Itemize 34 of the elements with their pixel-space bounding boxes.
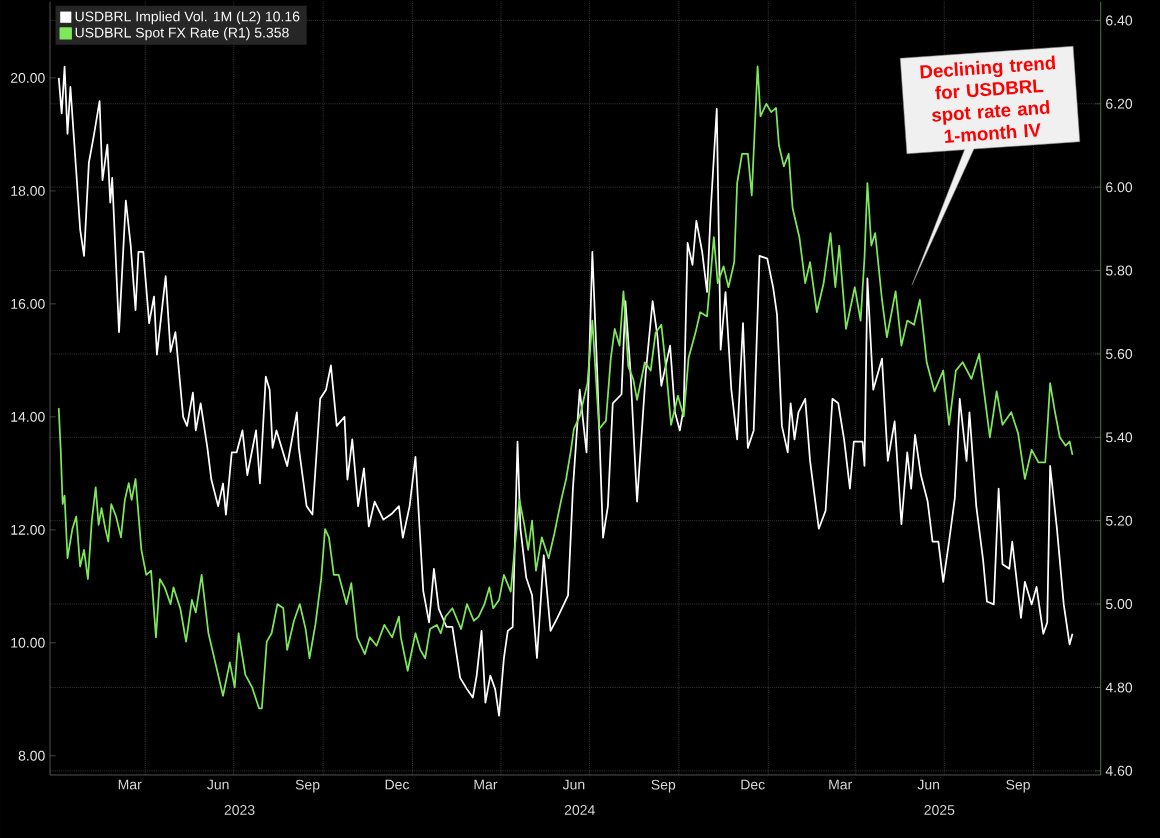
y2-tick-label: 6.40 [1106,15,1133,26]
y2-tick-label: 6.20 [1106,98,1133,109]
y2-tick-label: 5.60 [1105,348,1133,359]
x-tick-label: Mar [474,779,498,790]
x-tick-label: Mar [829,779,853,790]
x-tick-label: Sep [1006,779,1030,793]
x2-tick-label: 2024 [564,805,595,815]
y-tick-label: 20.00 [10,72,45,83]
y-tick-label: 8.00 [18,750,45,761]
x-tick-label: Mar [118,779,142,790]
x-tick-label: Jun [562,779,585,790]
x2-tick-label: 2025 [924,805,955,815]
y-tick-label: 16.00 [11,298,45,309]
x-tick-label: Sep [651,779,676,793]
x-tick-label: Sep [295,779,320,793]
x-tick-label: Jun [917,779,940,790]
y2-tick-label: 6.00 [1106,182,1133,193]
x-tick-label: Jun [207,779,229,790]
y-tick-label: 14.00 [11,411,45,422]
y2-tick-label: 4.60 [1105,765,1133,776]
legend-label: USDBRL Implied Vol. 1M (L2) 10.16 [75,11,300,25]
y-tick-label: 10.00 [11,637,45,648]
y2-tick-label: 5.40 [1105,432,1133,443]
y-tick-label: 18.00 [11,185,45,196]
x-tick-label: Dec [385,779,410,790]
annotation: Declining trend for USDBRL spot rate and 1-month IV [920,55,1056,143]
legend-label: USDBRL Spot FX Rate (R1) 5.358 [75,27,289,41]
x-tick-label: Dec [741,779,765,790]
x2-tick-label: 2023 [224,805,255,815]
y-tick-label: 12.00 [11,524,45,535]
y2-tick-label: 5.80 [1105,265,1133,276]
y2-tick-label: 5.20 [1105,515,1133,526]
y2-tick-label: 4.80 [1105,682,1133,693]
y2-tick-label: 5.00 [1105,599,1133,610]
